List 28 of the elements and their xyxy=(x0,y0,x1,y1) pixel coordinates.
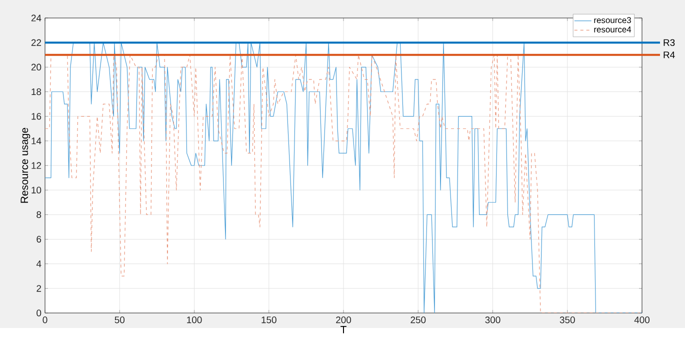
ref-line-label: R4 xyxy=(664,52,675,58)
x-tick-label: 0 xyxy=(42,316,48,324)
x-axis-title: T xyxy=(340,326,346,334)
y-tick-label: 18 xyxy=(32,88,42,96)
x-tick-label: 100 xyxy=(187,316,202,324)
y-tick-label: 4 xyxy=(36,260,42,268)
y-tick-label: 10 xyxy=(32,186,42,194)
legend-label: resource4 xyxy=(594,26,632,33)
y-tick-label: 8 xyxy=(36,212,42,218)
y-tick-label: 20 xyxy=(31,64,42,71)
y-tick-label: 16 xyxy=(32,113,42,120)
legend-label: resource3 xyxy=(594,17,631,24)
x-tick-label: 200 xyxy=(336,316,352,324)
y-tick-label: 24 xyxy=(31,14,42,22)
y-tick-label: 6 xyxy=(36,236,42,243)
y-axis-title: Resource usage xyxy=(20,128,30,203)
y-tick-label: 0 xyxy=(36,310,42,317)
x-tick-label: 400 xyxy=(634,316,650,324)
x-tick-label: 250 xyxy=(410,316,426,324)
y-tick-label: 2 xyxy=(36,285,42,292)
ref-line-label: R3 xyxy=(664,39,675,46)
x-tick-label: 150 xyxy=(262,316,276,324)
y-tick-label: 14 xyxy=(32,138,42,144)
y-tick-label: 12 xyxy=(32,162,42,170)
y-tick-label: 22 xyxy=(31,39,42,46)
x-tick-label: 350 xyxy=(560,316,575,324)
x-tick-label: 50 xyxy=(114,316,125,324)
x-tick-label: 300 xyxy=(485,316,500,324)
